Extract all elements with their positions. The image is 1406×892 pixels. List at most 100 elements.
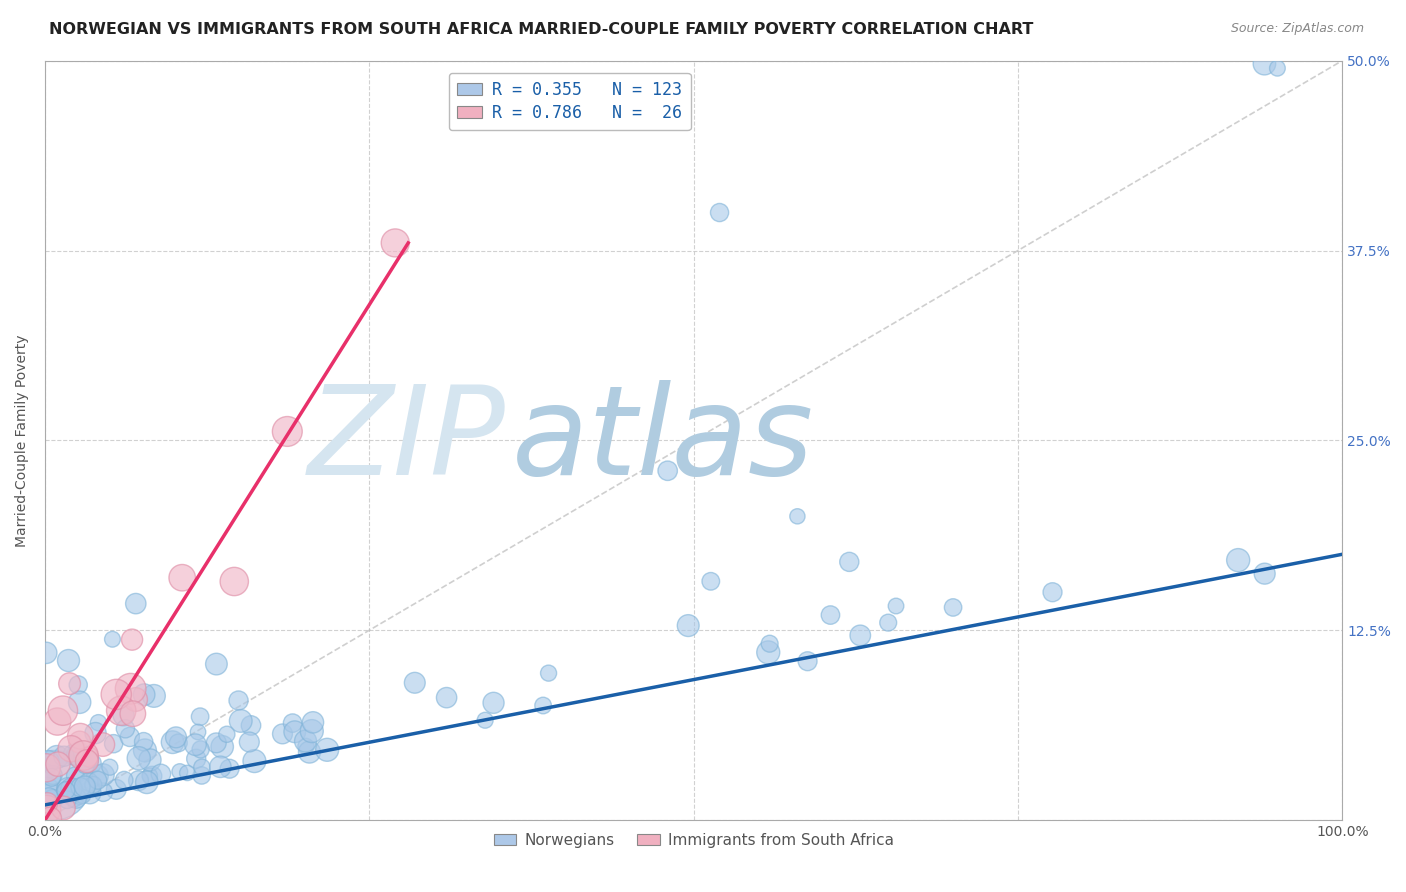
Point: [134, 688, 156, 702]
Point: [125, 597, 148, 611]
Point: [134, 743, 156, 757]
Point: [75, 780, 97, 795]
Point: [301, 724, 323, 739]
Point: [52, 749, 75, 764]
Point: [281, 716, 304, 731]
Point: [121, 632, 143, 647]
Point: [67, 745, 90, 759]
Text: NORWEGIAN VS IMMIGRANTS FROM SOUTH AFRICA MARRIED-COUPLE FAMILY POVERTY CORRELAT: NORWEGIAN VS IMMIGRANTS FROM SOUTH AFRIC…: [49, 22, 1033, 37]
Point: [55, 785, 77, 799]
Point: [1042, 585, 1064, 599]
Point: [141, 769, 163, 783]
Point: [52, 704, 75, 718]
Point: [224, 574, 246, 589]
Point: [838, 555, 860, 569]
Point: [45, 750, 67, 764]
Point: [80, 756, 103, 771]
Point: [91, 768, 114, 782]
Point: [167, 736, 190, 750]
Point: [474, 713, 496, 727]
Point: [884, 599, 907, 613]
Point: [37, 796, 59, 810]
Point: [60, 741, 83, 756]
Point: [229, 714, 252, 728]
Point: [243, 754, 266, 768]
Point: [700, 574, 723, 589]
Point: [41, 768, 63, 782]
Point: [142, 689, 165, 703]
Point: [73, 780, 96, 794]
Point: [69, 735, 91, 749]
Point: [67, 678, 90, 692]
Point: [84, 726, 107, 740]
Point: [139, 753, 162, 767]
Point: [72, 748, 94, 763]
Point: [184, 738, 207, 752]
Point: [294, 734, 316, 748]
Point: [65, 769, 87, 783]
Point: [91, 785, 114, 799]
Point: [128, 751, 150, 765]
Point: [191, 760, 214, 774]
Text: atlas: atlas: [512, 380, 814, 501]
Point: [44, 778, 66, 792]
Point: [112, 708, 135, 723]
Point: [238, 735, 260, 749]
Point: [190, 742, 212, 756]
Point: [82, 778, 104, 792]
Point: [77, 749, 100, 764]
Point: [240, 718, 263, 732]
Point: [118, 730, 141, 744]
Point: [86, 769, 108, 783]
Point: [76, 754, 98, 768]
Point: [176, 766, 198, 780]
Point: [709, 205, 731, 219]
Point: [35, 646, 58, 660]
Point: [79, 779, 101, 793]
Point: [46, 714, 69, 729]
Point: [211, 739, 233, 754]
Point: [39, 812, 62, 826]
Point: [316, 743, 339, 757]
Point: [79, 753, 101, 767]
Point: [105, 688, 128, 702]
Point: [86, 773, 108, 788]
Point: [190, 768, 212, 782]
Point: [877, 615, 900, 630]
Point: [228, 693, 250, 707]
Point: [37, 765, 59, 780]
Point: [56, 782, 79, 797]
Point: [657, 464, 679, 478]
Point: [169, 764, 191, 779]
Point: [77, 774, 100, 789]
Point: [121, 706, 143, 721]
Point: [1227, 553, 1250, 567]
Point: [482, 696, 505, 710]
Point: [41, 770, 63, 784]
Point: [38, 794, 60, 808]
Point: [101, 632, 124, 647]
Point: [120, 681, 142, 696]
Point: [105, 782, 128, 797]
Point: [758, 637, 780, 651]
Point: [42, 792, 65, 806]
Point: [112, 773, 135, 788]
Point: [87, 715, 110, 730]
Point: [218, 762, 240, 776]
Point: [284, 724, 307, 739]
Point: [1253, 56, 1275, 70]
Point: [404, 675, 426, 690]
Point: [942, 600, 965, 615]
Point: [46, 757, 69, 772]
Point: [271, 727, 294, 741]
Point: [162, 735, 184, 749]
Point: [75, 757, 97, 772]
Point: [62, 789, 84, 804]
Point: [756, 645, 779, 659]
Point: [820, 608, 842, 623]
Point: [215, 727, 238, 741]
Point: [69, 789, 91, 803]
Point: [1253, 566, 1275, 581]
Point: [186, 752, 208, 766]
Point: [39, 788, 62, 802]
